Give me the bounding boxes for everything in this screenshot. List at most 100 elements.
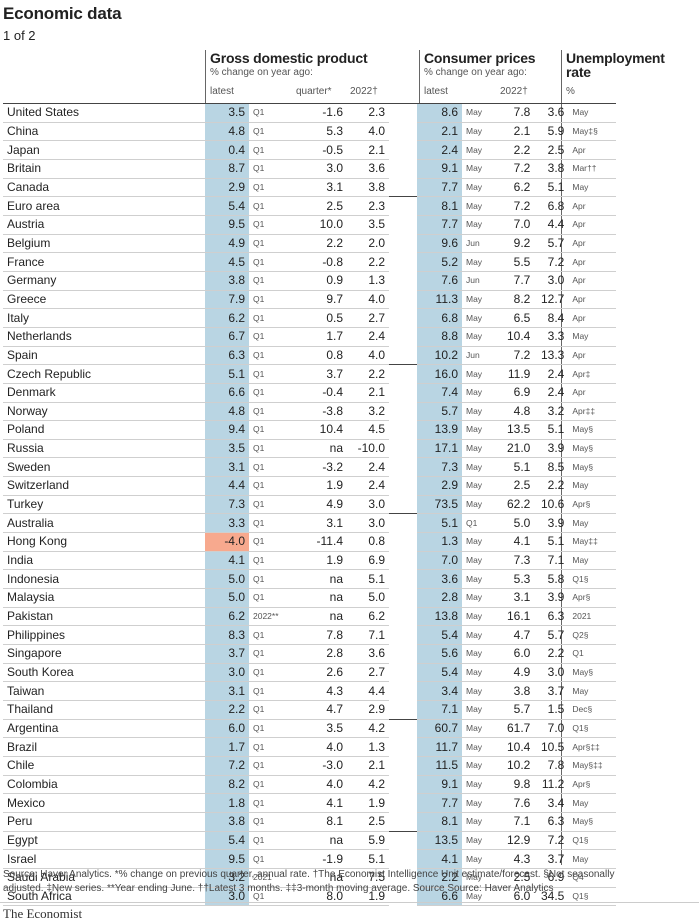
gdp-latest-cell: 5.4 — [205, 196, 249, 216]
cpi-latest-cell: 7.3 — [417, 457, 462, 478]
cpi-year-cell: 5.3 — [507, 569, 535, 590]
cpi-period-cell: May — [462, 644, 507, 664]
spacer-cell — [389, 103, 417, 123]
spacer-cell — [389, 775, 417, 794]
unemployment-rate-cell: 2.4 — [534, 364, 569, 384]
gdp-quarter-cell: 1.7 — [299, 327, 347, 347]
gdp-period-cell: Q1 — [249, 513, 299, 534]
cpi-latest-cell: 7.7 — [417, 215, 462, 235]
unemployment-rate-cell: 8.4 — [534, 308, 569, 328]
unemployment-period-cell: Apr — [568, 346, 617, 366]
gdp-latest-cell: 9.5 — [205, 215, 249, 235]
unemployment-period-cell: May — [568, 103, 617, 123]
unemployment-header-title: Unemployment — [566, 50, 665, 66]
cpi-latest-cell: 8.1 — [417, 196, 462, 216]
unemployment-header: Unemployment rate — [566, 50, 665, 80]
gdp-year-cell: 1.3 — [347, 737, 389, 757]
gdp-period-cell: Q1 — [249, 569, 299, 590]
gdp-period-cell: Q1 — [249, 793, 299, 813]
gdp-period-cell: Q1 — [249, 252, 299, 272]
gdp-year-cell: 2.4 — [347, 476, 389, 496]
unemployment-rate-cell: 6.3 — [534, 607, 569, 627]
cpi-year-cell: 7.0 — [507, 215, 535, 235]
cpi-year-cell: 7.2 — [507, 196, 535, 216]
cpi-latest-cell: 9.1 — [417, 159, 462, 179]
unemployment-period-cell: Mar†† — [568, 159, 617, 179]
gdp-latest-cell: 5.0 — [205, 569, 249, 590]
spacer-cell — [389, 141, 417, 160]
gdp-latest-cell: 3.5 — [205, 103, 249, 123]
spacer-cell — [389, 196, 417, 216]
gdp-quarter-cell: 3.1 — [299, 513, 347, 534]
country-cell: Britain — [3, 159, 205, 179]
gdp-latest-cell: 3.2 — [205, 868, 249, 888]
gdp-quarter-cell: -11.4 — [299, 532, 347, 552]
gdp-period-cell: Q1 — [249, 383, 299, 403]
gdp-period-cell: Q1 — [249, 159, 299, 179]
cpi-header-title: Consumer prices — [424, 50, 536, 66]
cpi-latest-cell: 8.6 — [417, 103, 462, 123]
unemployment-period-cell: Dec§ — [568, 700, 617, 720]
gdp-quarter-cell: 0.8 — [299, 346, 347, 366]
country-cell: Canada — [3, 178, 205, 198]
unemployment-rate-cell: 3.6 — [534, 103, 569, 123]
country-cell: Argentina — [3, 718, 205, 739]
cpi-year-cell: 4.1 — [507, 532, 535, 552]
table-row: Germany 3.8 Q1 0.9 1.3 7.6 Jun 7.7 3.0 Apr — [3, 271, 617, 291]
table-row: China 4.8 Q1 5.3 4.0 2.1 May 2.1 5.9 May‡§ — [3, 122, 617, 142]
cpi-year-cell: 7.3 — [507, 551, 535, 571]
country-cell: China — [3, 122, 205, 142]
cpi-period-cell: May — [462, 383, 507, 403]
table-row: Mexico 1.8 Q1 4.1 1.9 7.7 May 7.6 3.4 May — [3, 793, 617, 813]
unemployment-period-cell: May — [568, 681, 617, 701]
gdp-quarter-cell: -3.2 — [299, 457, 347, 478]
gdp-period-cell: Q1 — [249, 737, 299, 757]
gdp-latest-cell: 3.1 — [205, 681, 249, 701]
cpi-latest-cell: 2.9 — [417, 476, 462, 496]
table-row: Belgium 4.9 Q1 2.2 2.0 9.6 Jun 9.2 5.7 Apr — [3, 234, 617, 254]
table-row: India 4.1 Q1 1.9 6.9 7.0 May 7.3 7.1 May — [3, 551, 617, 571]
unemployment-rate-cell: 5.1 — [534, 178, 569, 198]
country-cell: Peru — [3, 812, 205, 832]
cpi-latest-cell: 13.8 — [417, 607, 462, 627]
gdp-latest-cell: 6.3 — [205, 346, 249, 366]
cpi-year-cell: 3.8 — [507, 681, 535, 701]
table-row: Peru 3.8 Q1 8.1 2.5 8.1 May 7.1 6.3 May§ — [3, 812, 617, 832]
gdp-quarter-cell: na — [299, 868, 347, 888]
footnote-line-2: adjusted. ‡New series. **Year ending Jun… — [3, 883, 554, 894]
gdp-year-cell: 4.2 — [347, 775, 389, 795]
unemployment-period-cell: May — [568, 513, 617, 534]
cpi-latest-cell: 60.7 — [417, 718, 462, 739]
spacer-cell — [389, 551, 417, 570]
cpi-year-header: 2022† — [500, 86, 528, 97]
gdp-year-cell: 3.0 — [347, 495, 389, 515]
gdp-year-cell: 3.0 — [347, 513, 389, 534]
gdp-quarter-cell: 8.0 — [299, 887, 347, 907]
cpi-period-cell: May — [462, 364, 507, 384]
country-cell: Australia — [3, 513, 205, 534]
unemployment-rate-cell: 11.2 — [534, 775, 569, 795]
gdp-period-cell: Q1 — [249, 308, 299, 328]
gdp-latest-cell: 4.8 — [205, 122, 249, 142]
gdp-latest-cell: 5.0 — [205, 588, 249, 608]
brand-logo: The Economist — [3, 906, 83, 921]
gdp-year-cell: 3.5 — [347, 215, 389, 235]
cpi-year-cell: 62.2 — [507, 495, 535, 515]
gdp-quarter-cell: 3.7 — [299, 364, 347, 384]
gdp-latest-cell: 6.7 — [205, 327, 249, 347]
cpi-period-cell: May — [462, 625, 507, 646]
cpi-latest-cell: 5.6 — [417, 644, 462, 664]
gdp-period-cell: Q1 — [249, 439, 299, 459]
cpi-period-cell: May — [462, 868, 507, 888]
cpi-period-cell: May — [462, 495, 507, 515]
gdp-latest-cell: 1.7 — [205, 737, 249, 757]
gdp-period-cell: Q1 — [249, 290, 299, 310]
unemployment-rate-cell: 5.7 — [534, 234, 569, 254]
country-cell: Euro area — [3, 196, 205, 216]
gdp-period-cell: Q1 — [249, 327, 299, 347]
gdp-year-cell: 1.3 — [347, 271, 389, 291]
unemployment-period-cell: May‡§ — [568, 122, 617, 142]
cpi-latest-cell: 6.6 — [417, 887, 462, 907]
gdp-year-cell: 4.2 — [347, 718, 389, 739]
cpi-year-cell: 10.4 — [507, 737, 535, 757]
